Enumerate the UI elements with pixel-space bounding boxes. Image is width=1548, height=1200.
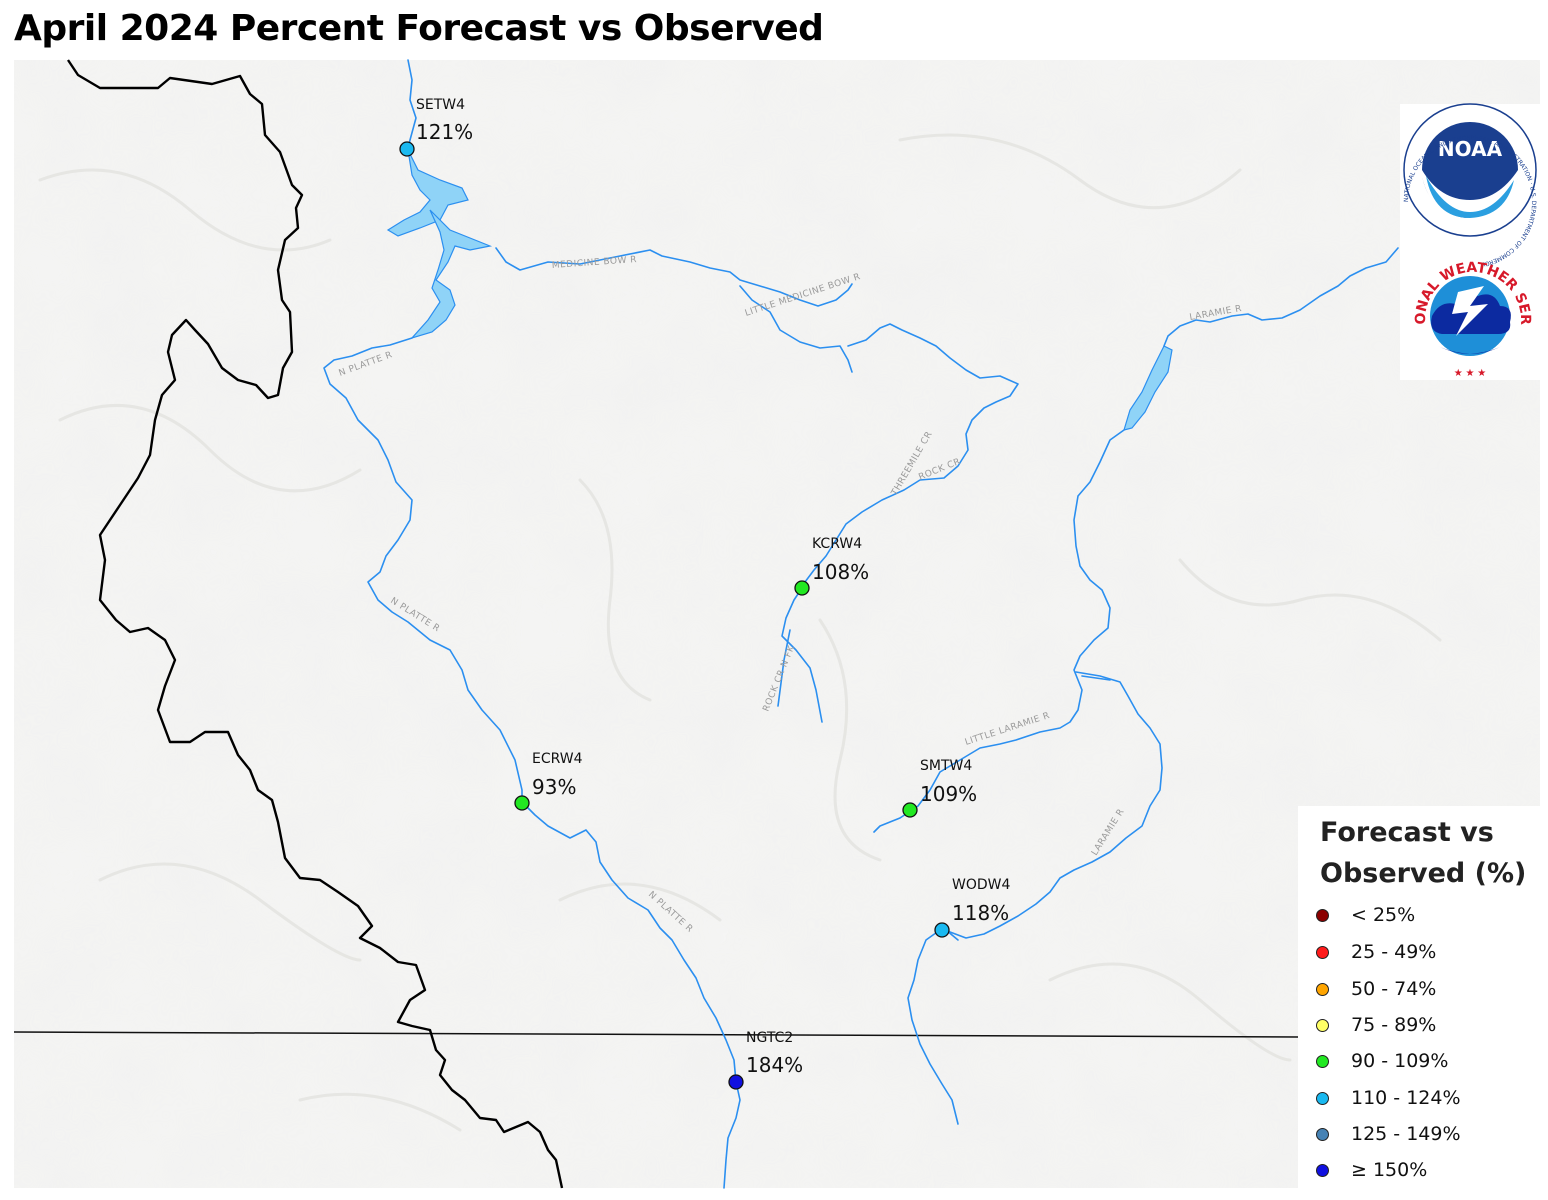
station-marker[interactable]: [934, 922, 950, 938]
legend: Forecast vs Observed (%) < 25% 25 - 49% …: [1298, 806, 1540, 1192]
station-marker[interactable]: [514, 795, 530, 811]
terrain-basemap: [14, 60, 1540, 1188]
legend-swatch-icon: [1316, 1018, 1329, 1032]
rivers: [323, 59, 1399, 1189]
station-markers[interactable]: SETW4 121% KCRW4 108% ECRW4 93% SMTW4 10…: [399, 97, 1010, 1090]
legend-label: 110 - 124%: [1351, 1087, 1461, 1109]
station-smtw4[interactable]: SMTW4 109%: [902, 758, 977, 818]
station-id-label: SMTW4: [920, 758, 972, 774]
noaa-logo-icon: NOAA NATIONAL OCEANIC AND ATMOSPHERIC AD…: [1403, 103, 1537, 268]
station-id-label: SETW4: [416, 97, 465, 113]
map-title: April 2024 Percent Forecast vs Observed: [14, 8, 824, 49]
legend-label: 50 - 74%: [1351, 978, 1437, 1000]
legend-item: 110 - 124%: [1316, 1083, 1461, 1113]
legend-item: < 25%: [1316, 900, 1415, 930]
legend-label: 25 - 49%: [1351, 941, 1437, 963]
station-kcrw4[interactable]: KCRW4 108%: [794, 536, 869, 596]
legend-swatch-icon: [1316, 1163, 1329, 1177]
station-wodw4[interactable]: WODW4 118%: [934, 877, 1010, 938]
svg-text:★ ★ ★: ★ ★ ★: [1454, 368, 1486, 379]
station-percent-label: 108%: [812, 560, 869, 584]
legend-item: 75 - 89%: [1316, 1010, 1436, 1040]
station-percent-label: 93%: [532, 775, 576, 799]
legend-item: 25 - 49%: [1316, 937, 1436, 967]
legend-item: 125 - 149%: [1316, 1119, 1461, 1149]
legend-swatch-icon: [1316, 945, 1329, 959]
station-setw4[interactable]: SETW4 121%: [399, 97, 473, 157]
legend-title-line2: Observed (%): [1320, 858, 1527, 889]
legend-item: ≥ 150%: [1316, 1155, 1427, 1185]
legend-swatch-icon: [1316, 982, 1329, 996]
legend-title-line1: Forecast vs: [1320, 817, 1494, 848]
legend-swatch-icon: [1316, 908, 1329, 922]
basin-boundaries: [67, 59, 564, 1189]
legend-swatch-icon: [1316, 1127, 1329, 1141]
station-marker[interactable]: [794, 580, 810, 596]
legend-swatch-icon: [1316, 1054, 1329, 1068]
station-ecrw4[interactable]: ECRW4 93%: [514, 751, 583, 811]
station-percent-label: 118%: [952, 901, 1009, 925]
legend-item: 50 - 74%: [1316, 974, 1436, 1004]
station-marker[interactable]: [728, 1074, 744, 1090]
legend-item: 90 - 109%: [1316, 1046, 1448, 1076]
station-id-label: ECRW4: [532, 751, 583, 767]
legend-label: 125 - 149%: [1351, 1123, 1461, 1145]
legend-label: 75 - 89%: [1351, 1014, 1437, 1036]
station-marker[interactable]: [902, 802, 918, 818]
state-boundary: [13, 1031, 1299, 1038]
station-id-label: WODW4: [952, 877, 1010, 893]
station-percent-label: 121%: [416, 120, 473, 144]
station-id-label: NGTC2: [746, 1030, 793, 1046]
legend-label: ≥ 150%: [1351, 1159, 1428, 1181]
station-percent-label: 109%: [920, 782, 977, 806]
legend-label: < 25%: [1351, 904, 1416, 926]
station-id-label: KCRW4: [812, 536, 862, 552]
noaa-wordmark: NOAA: [1438, 137, 1503, 161]
station-ngtc2[interactable]: NGTC2 184%: [728, 1030, 803, 1090]
station-percent-label: 184%: [746, 1053, 803, 1077]
legend-swatch-icon: [1316, 1091, 1329, 1105]
reservoirs: [386, 149, 1173, 431]
legend-label: 90 - 109%: [1351, 1050, 1449, 1072]
legend-title: Forecast vs Observed (%): [1320, 812, 1526, 894]
station-marker[interactable]: [399, 141, 415, 157]
